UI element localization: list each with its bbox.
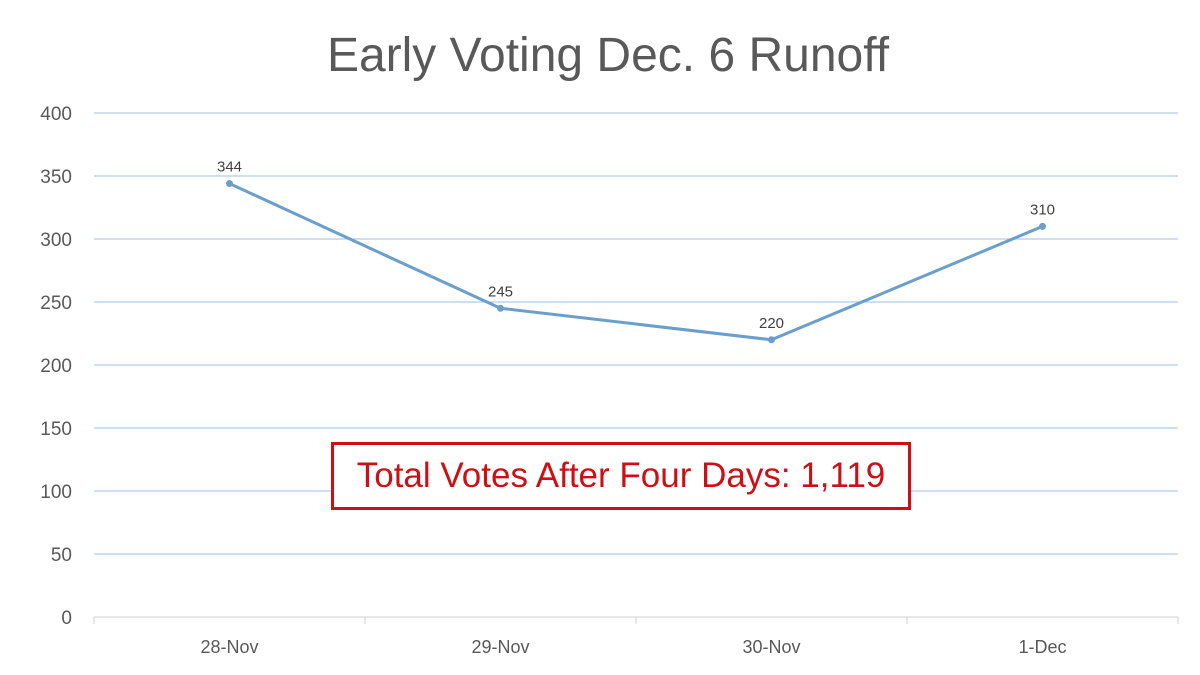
x-axis-tick-labels: 28-Nov 29-Nov 30-Nov 1-Dec [200,637,1066,657]
y-tick-label: 150 [40,419,72,440]
data-point [226,180,233,188]
x-tick-label: 30-Nov [742,637,800,657]
data-label: 310 [1030,201,1055,218]
data-labels: 344 245 220 310 [217,159,1055,332]
y-tick-label: 300 [40,230,72,251]
data-label: 220 [759,315,784,332]
x-axis [93,616,1179,624]
data-points [226,180,1046,344]
y-tick-label: 250 [40,293,72,314]
y-tick-label: 350 [40,167,72,188]
x-tick-label: 1-Dec [1018,637,1066,657]
data-label: 245 [488,283,513,300]
x-tick-label: 29-Nov [471,637,529,657]
x-tick-label: 28-Nov [200,637,258,657]
y-tick-label: 400 [40,104,72,125]
data-point [768,336,775,344]
series-line [228,182,1044,342]
y-tick-label: 200 [40,356,72,377]
chart-title: Early Voting Dec. 6 Runoff [326,29,890,82]
total-votes-annotation: Total Votes After Four Days: 1,119 [331,442,911,510]
y-tick-label: 0 [61,608,72,629]
y-axis-tick-labels: 0 50 100 150 200 250 300 350 400 [40,104,72,629]
y-tick-label: 50 [51,545,72,566]
series-line-layer [228,182,1044,342]
y-tick-label: 100 [40,482,72,503]
data-label: 344 [217,159,242,176]
data-point [497,304,504,312]
data-point [1039,222,1046,230]
